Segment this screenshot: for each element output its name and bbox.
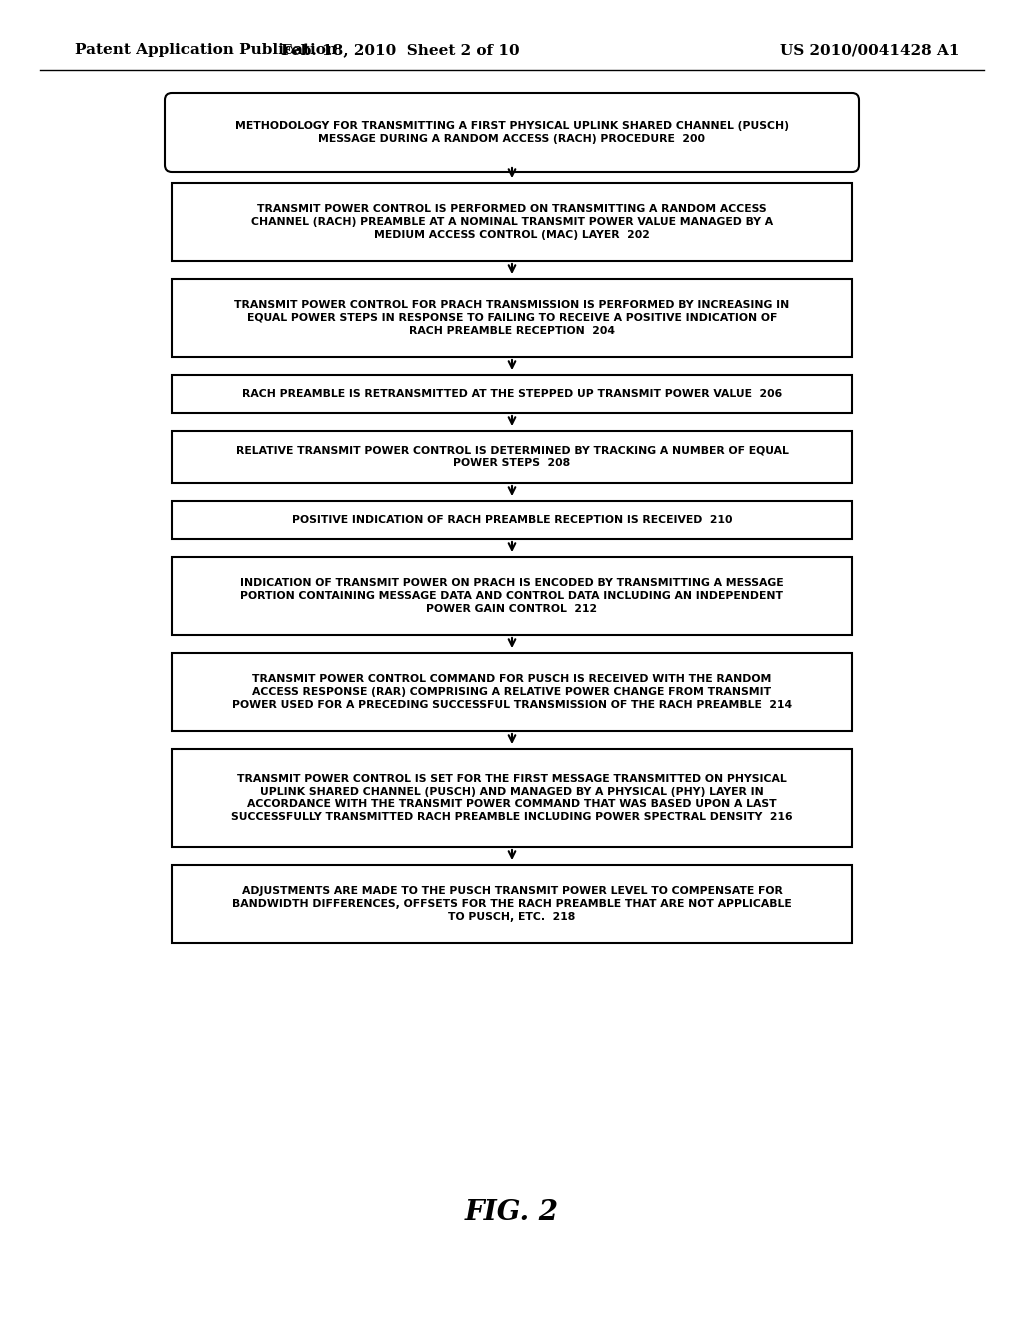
Text: TRANSMIT POWER CONTROL IS SET FOR THE FIRST MESSAGE TRANSMITTED ON PHYSICAL
UPLI: TRANSMIT POWER CONTROL IS SET FOR THE FI… (231, 774, 793, 822)
Bar (172, 557, 852, 635)
Text: ADJUSTMENTS ARE MADE TO THE PUSCH TRANSMIT POWER LEVEL TO COMPENSATE FOR
BANDWID: ADJUSTMENTS ARE MADE TO THE PUSCH TRANSM… (232, 886, 792, 921)
Text: Feb. 18, 2010  Sheet 2 of 10: Feb. 18, 2010 Sheet 2 of 10 (281, 44, 519, 57)
Text: POSITIVE INDICATION OF RACH PREAMBLE RECEPTION IS RECEIVED  210: POSITIVE INDICATION OF RACH PREAMBLE REC… (292, 515, 732, 525)
Text: TRANSMIT POWER CONTROL FOR PRACH TRANSMISSION IS PERFORMED BY INCREASING IN
EQUA: TRANSMIT POWER CONTROL FOR PRACH TRANSMI… (234, 300, 790, 335)
Text: TRANSMIT POWER CONTROL IS PERFORMED ON TRANSMITTING A RANDOM ACCESS
CHANNEL (RAC: TRANSMIT POWER CONTROL IS PERFORMED ON T… (251, 205, 773, 240)
Text: METHODOLOGY FOR TRANSMITTING A FIRST PHYSICAL UPLINK SHARED CHANNEL (PUSCH)
MESS: METHODOLOGY FOR TRANSMITTING A FIRST PHY… (234, 121, 790, 144)
Text: Patent Application Publication: Patent Application Publication (75, 44, 337, 57)
Bar (172, 748, 852, 847)
Text: RACH PREAMBLE IS RETRANSMITTED AT THE STEPPED UP TRANSMIT POWER VALUE  206: RACH PREAMBLE IS RETRANSMITTED AT THE ST… (242, 389, 782, 399)
FancyBboxPatch shape (165, 92, 859, 172)
Bar (172, 279, 852, 356)
Text: US 2010/0041428 A1: US 2010/0041428 A1 (780, 44, 959, 57)
Bar (172, 865, 852, 942)
Text: TRANSMIT POWER CONTROL COMMAND FOR PUSCH IS RECEIVED WITH THE RANDOM
ACCESS RESP: TRANSMIT POWER CONTROL COMMAND FOR PUSCH… (232, 675, 792, 710)
Bar (172, 502, 852, 539)
Text: FIG. 2: FIG. 2 (465, 1199, 559, 1225)
Text: RELATIVE TRANSMIT POWER CONTROL IS DETERMINED BY TRACKING A NUMBER OF EQUAL
POWE: RELATIVE TRANSMIT POWER CONTROL IS DETER… (236, 446, 788, 469)
Bar (172, 183, 852, 261)
Bar (172, 432, 852, 483)
Bar (172, 375, 852, 413)
Bar (172, 653, 852, 731)
Text: INDICATION OF TRANSMIT POWER ON PRACH IS ENCODED BY TRANSMITTING A MESSAGE
PORTI: INDICATION OF TRANSMIT POWER ON PRACH IS… (241, 578, 783, 614)
